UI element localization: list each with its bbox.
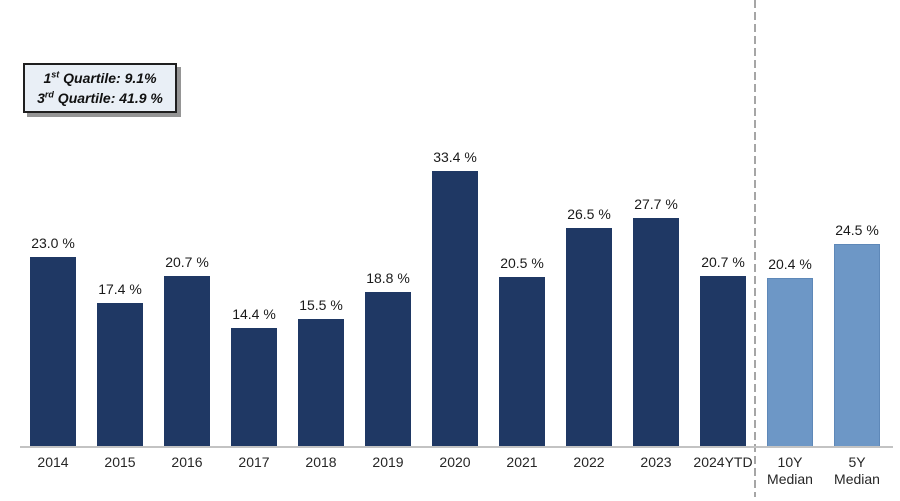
x-axis-label-2017: 2017 — [238, 454, 270, 470]
bar-value-label: 17.4 % — [98, 281, 142, 297]
bar-value-label: 20.4 % — [768, 256, 812, 272]
x-axis-line — [20, 446, 893, 448]
bar-2018 — [298, 319, 344, 447]
bar-value-label: 20.7 % — [165, 254, 209, 270]
x-axis-label-2023: 2023 — [640, 454, 672, 470]
bar-value-label: 20.7 % — [701, 254, 745, 270]
x-axis-label-5y-median: 5Y Median — [834, 454, 880, 487]
bar-5y-median — [834, 244, 880, 447]
quartile-callout-box: 1st Quartile: 9.1% 3rd Quartile: 41.9 % — [23, 63, 177, 113]
bar-value-label: 33.4 % — [433, 149, 477, 165]
bar-2017 — [231, 328, 277, 447]
bar-2020 — [432, 171, 478, 447]
x-axis-label-2018: 2018 — [305, 454, 337, 470]
x-axis-label-2019: 2019 — [372, 454, 404, 470]
bar-value-label: 14.4 % — [232, 306, 276, 322]
x-axis-label-2024ytd: 2024YTD — [693, 454, 753, 470]
bar-value-label: 23.0 % — [31, 235, 75, 251]
third-quartile-line: 3rd Quartile: 41.9 % — [37, 89, 163, 106]
x-axis-label-2016: 2016 — [171, 454, 203, 470]
bar-chart: 23.0 % 17.4 % 20.7 % 14.4 % 15.5 % 18.8 % 33.4… — [30, 149, 880, 447]
bar-2023 — [633, 218, 679, 447]
bar-value-label: 26.5 % — [567, 206, 611, 222]
x-axis-label-2022: 2022 — [573, 454, 605, 470]
ordinal-suffix: st — [51, 69, 60, 80]
bar-2016 — [164, 276, 210, 447]
bar-2022 — [566, 228, 612, 447]
bar-value-label: 18.8 % — [366, 270, 410, 286]
ordinal-suffix: rd — [44, 89, 54, 100]
bar-2019 — [365, 292, 411, 447]
first-quartile-line: 1st Quartile: 9.1% — [43, 69, 157, 86]
bar-value-label: 27.7 % — [634, 196, 678, 212]
bar-value-label: 20.5 % — [500, 255, 544, 271]
bar-2014 — [30, 257, 76, 447]
bar-2021 — [499, 277, 545, 447]
bar-value-label: 15.5 % — [299, 297, 343, 313]
median-separator-dashed-line — [754, 0, 756, 497]
x-axis-label-10y-median: 10Y Median — [767, 454, 813, 487]
bar-value-label: 24.5 % — [835, 222, 879, 238]
bar-10y-median — [767, 278, 813, 447]
bar-2024ytd — [700, 276, 746, 447]
x-axis-label-2020: 2020 — [439, 454, 471, 470]
x-axis-label-2014: 2014 — [37, 454, 69, 470]
bar-2015 — [97, 303, 143, 447]
x-axis-label-2015: 2015 — [104, 454, 136, 470]
x-axis-label-2021: 2021 — [506, 454, 538, 470]
